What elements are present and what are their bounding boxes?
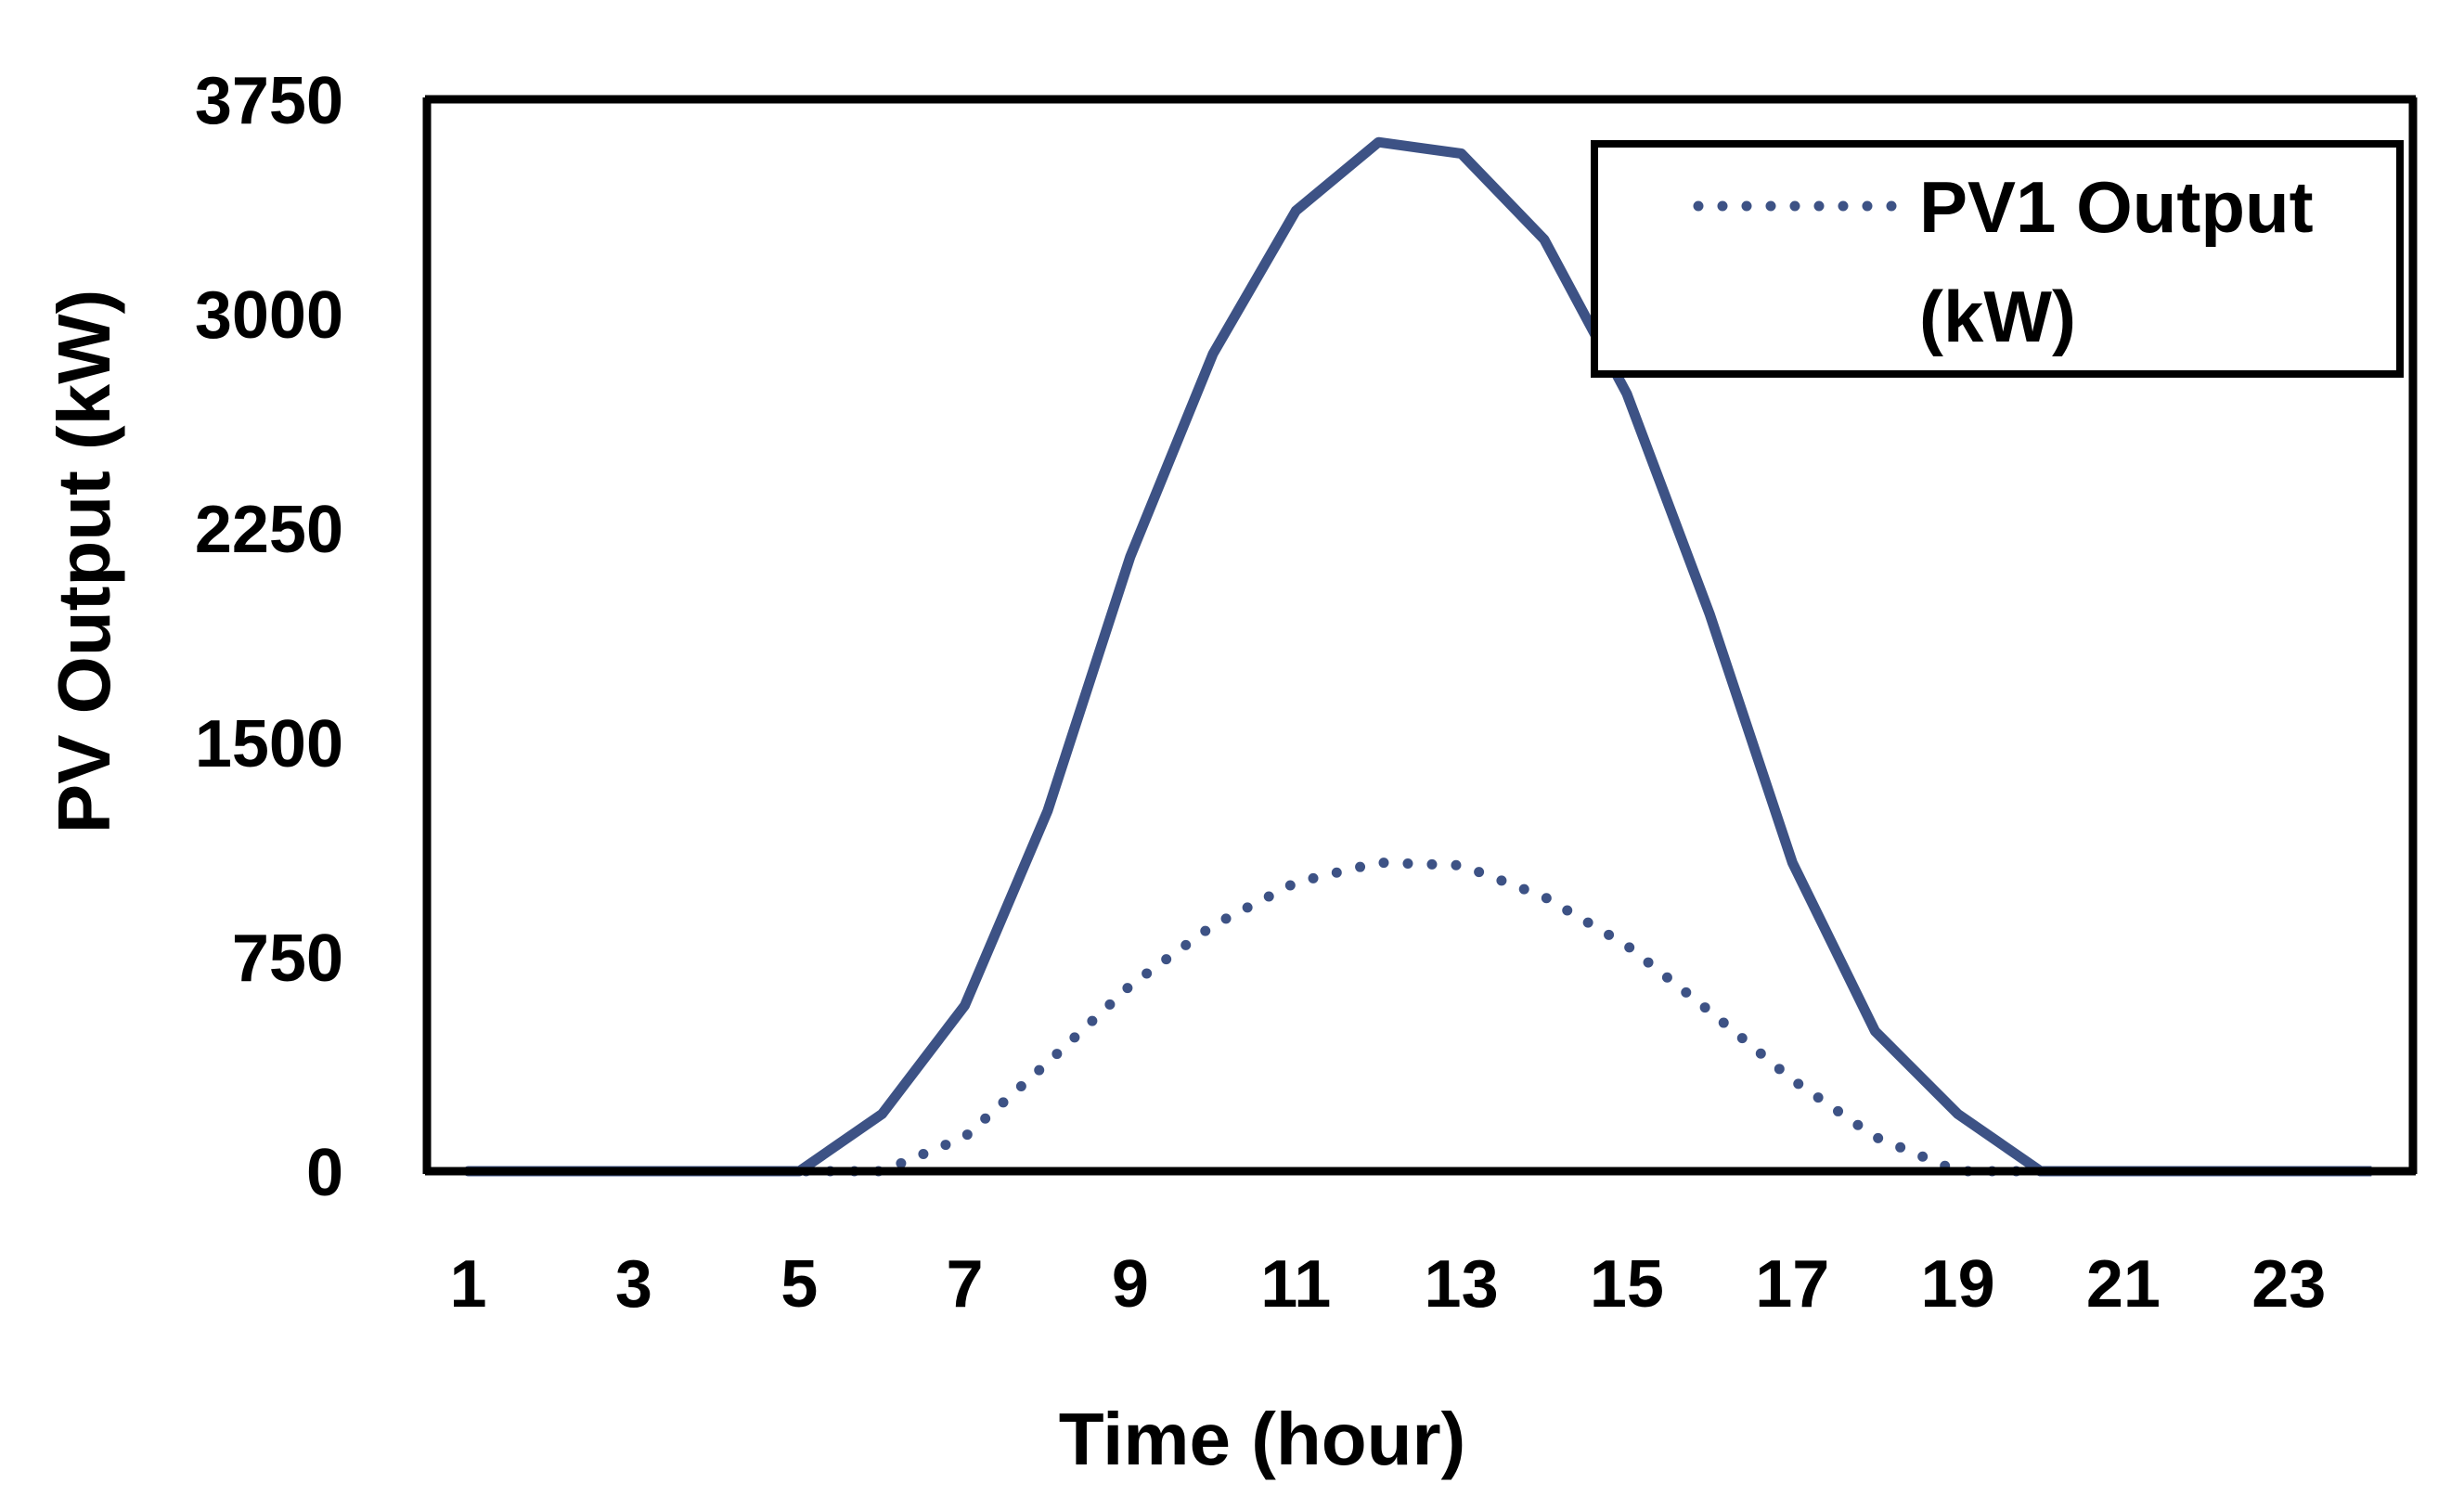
y-tick-label: 3000 (195, 278, 343, 353)
x-tick-label: 23 (2251, 1247, 2326, 1322)
legend-box (1591, 140, 2404, 378)
x-tick-label: 13 (1425, 1247, 1499, 1322)
x-tick-label: 11 (1260, 1247, 1331, 1322)
x-tick-label: 21 (2086, 1247, 2161, 1322)
x-tick-label: 15 (1590, 1247, 1664, 1322)
x-tick-label: 19 (1921, 1247, 1995, 1322)
y-axis-label: PV Output (kW) (43, 290, 125, 834)
y-tick-label: 750 (232, 922, 343, 996)
y-axis-ticks: 0 750 1500 2250 3000 3750 (195, 64, 343, 1210)
x-tick-label: 9 (1112, 1247, 1149, 1322)
x-tick-label: 5 (780, 1247, 818, 1322)
legend: PV1 Output (kW) (1591, 140, 2404, 378)
y-tick-label: 1500 (195, 707, 343, 781)
x-tick-label: 3 (615, 1247, 652, 1322)
y-tick-label: 0 (306, 1136, 343, 1210)
x-axis-label: Time (hour) (1059, 1398, 1466, 1480)
x-tick-label: 1 (450, 1247, 487, 1322)
x-tick-label: 17 (1755, 1247, 1829, 1322)
legend-label-line2: (kW) (1919, 276, 2076, 357)
x-axis-ticks: 1 3 5 7 9 11 13 15 17 19 21 23 (450, 1247, 2327, 1322)
series-line-pv1-dotted (463, 857, 2377, 1177)
x-tick-label: 7 (947, 1247, 984, 1322)
y-tick-label: 2250 (195, 493, 343, 567)
y-tick-label: 3750 (195, 64, 343, 138)
legend-label-line1: PV1 Output (1919, 166, 2314, 248)
